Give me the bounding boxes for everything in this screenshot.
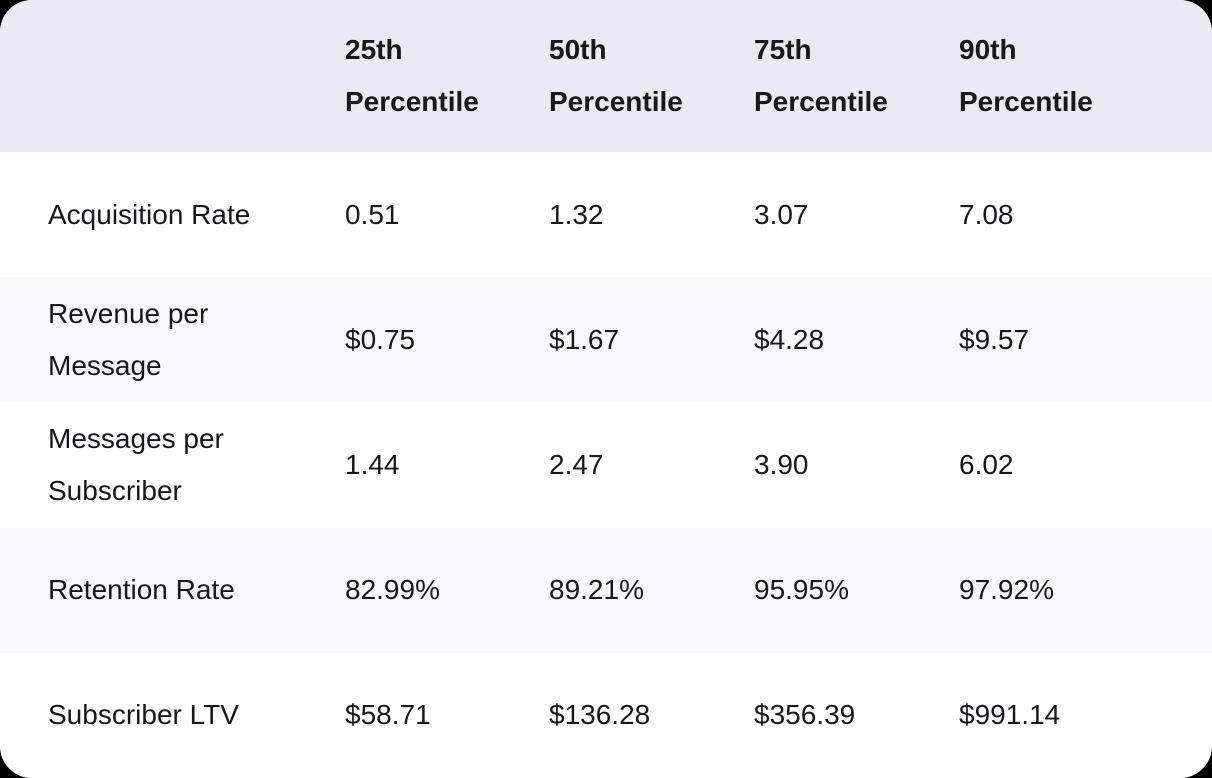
table-row-messages-per-subscriber: Messages per Subscriber 1.44 2.47 3.90 6… bbox=[0, 402, 1212, 528]
cell-value: $1.67 bbox=[549, 323, 620, 355]
column-header-50th: 50th Percentile bbox=[549, 0, 754, 152]
row-label: Retention Rate bbox=[48, 574, 235, 606]
cell-value: $9.57 bbox=[959, 323, 1030, 355]
column-header-label: 75th Percentile bbox=[754, 34, 888, 117]
cell-value: 7.08 bbox=[959, 198, 1014, 230]
cell-value: 95.95% bbox=[754, 574, 849, 606]
row-label: Acquisition Rate bbox=[48, 198, 251, 230]
table-row-acquisition-rate: Acquisition Rate 0.51 1.32 3.07 7.08 bbox=[0, 152, 1212, 278]
cell-value: $136.28 bbox=[549, 699, 651, 731]
cell-value: 82.99% bbox=[345, 574, 440, 606]
cell-value: 1.32 bbox=[549, 198, 604, 230]
table-row-retention-rate: Retention Rate 82.99% 89.21% 95.95% 97.9… bbox=[0, 527, 1212, 653]
header-row: 25th Percentile 50th Percentile 75th Per… bbox=[0, 0, 1212, 152]
row-label: Revenue per Message bbox=[48, 297, 209, 381]
cell-value: 89.21% bbox=[549, 574, 644, 606]
row-label: Subscriber LTV bbox=[48, 699, 239, 731]
corner-cell bbox=[0, 0, 345, 152]
cell-value: $58.71 bbox=[345, 699, 431, 731]
column-header-25th: 25th Percentile bbox=[345, 0, 549, 152]
column-header-90th: 90th Percentile bbox=[959, 0, 1212, 152]
cell-value: 3.07 bbox=[754, 198, 809, 230]
table-row-subscriber-ltv: Subscriber LTV $58.71 $136.28 $356.39 $9… bbox=[0, 652, 1212, 778]
cell-value: 0.51 bbox=[345, 198, 400, 230]
column-header-label: 50th Percentile bbox=[549, 34, 683, 117]
cell-value: $0.75 bbox=[345, 323, 416, 355]
cell-value: 97.92% bbox=[959, 574, 1054, 606]
cell-value: 1.44 bbox=[345, 448, 400, 480]
table-row-revenue-per-message: Revenue per Message $0.75 $1.67 $4.28 $9… bbox=[0, 277, 1212, 403]
column-header-label: 25th Percentile bbox=[345, 34, 479, 117]
cell-value: $4.28 bbox=[754, 323, 825, 355]
column-header-75th: 75th Percentile bbox=[754, 0, 959, 152]
cell-value: $991.14 bbox=[959, 699, 1061, 731]
cell-value: $356.39 bbox=[754, 699, 856, 731]
cell-value: 2.47 bbox=[549, 448, 604, 480]
column-header-label: 90th Percentile bbox=[959, 34, 1093, 117]
cell-value: 6.02 bbox=[959, 448, 1014, 480]
cell-value: 3.90 bbox=[754, 448, 809, 480]
row-label: Messages per Subscriber bbox=[48, 422, 224, 506]
